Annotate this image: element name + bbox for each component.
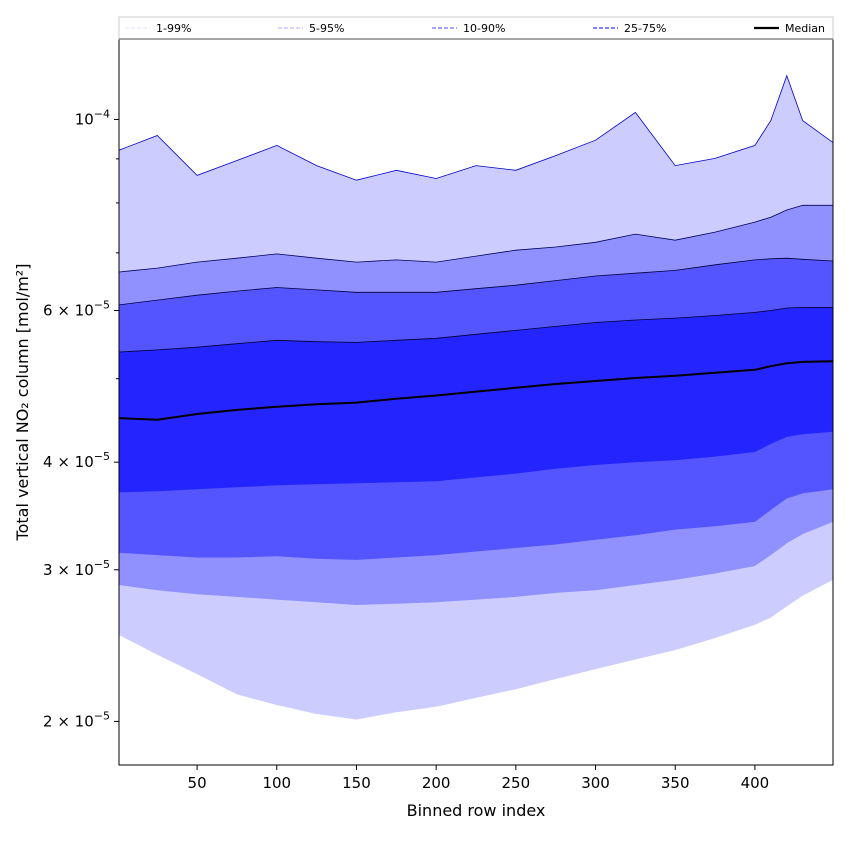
band-upper-edge-25-75pct <box>119 306 833 353</box>
legend-label: Median <box>785 22 825 35</box>
x-tick-label: 150 <box>342 774 371 792</box>
y-tick-label: 4 × 10−5 <box>43 450 110 471</box>
x-tick-label: 400 <box>741 774 770 792</box>
median-line <box>119 360 833 421</box>
band-25-75pct <box>119 307 833 493</box>
percentile-bands <box>119 74 833 720</box>
x-tick-label: 300 <box>581 774 610 792</box>
band-upper-edge-5-95pct <box>119 204 833 273</box>
legend-label: 1-99% <box>156 22 191 35</box>
band-upper-edge-10-90pct <box>119 257 833 306</box>
x-tick-label: 50 <box>188 774 207 792</box>
y-axis-label: Total vertical NO₂ column [mol/m²] <box>13 264 32 542</box>
x-tick-label: 250 <box>502 774 531 792</box>
x-tick-label: 200 <box>422 774 451 792</box>
y-tick-label: 10−4 <box>75 107 110 128</box>
y-tick-label: 3 × 10−5 <box>43 558 110 579</box>
band-upper-edge-1-99pct <box>119 74 833 181</box>
legend: 1-99% 5-95% 10-90% 25-75% Median <box>118 16 834 40</box>
x-tick-label: 100 <box>262 774 291 792</box>
x-tick-label: 350 <box>661 774 690 792</box>
x-axis-label: Binned row index <box>407 801 546 820</box>
legend-label: 5-95% <box>309 22 344 35</box>
y-tick-label: 2 × 10−5 <box>43 709 110 730</box>
y-tick-label: 6 × 10−5 <box>43 299 110 320</box>
legend-label: 25-75% <box>624 22 666 35</box>
legend-label: 10-90% <box>463 22 505 35</box>
